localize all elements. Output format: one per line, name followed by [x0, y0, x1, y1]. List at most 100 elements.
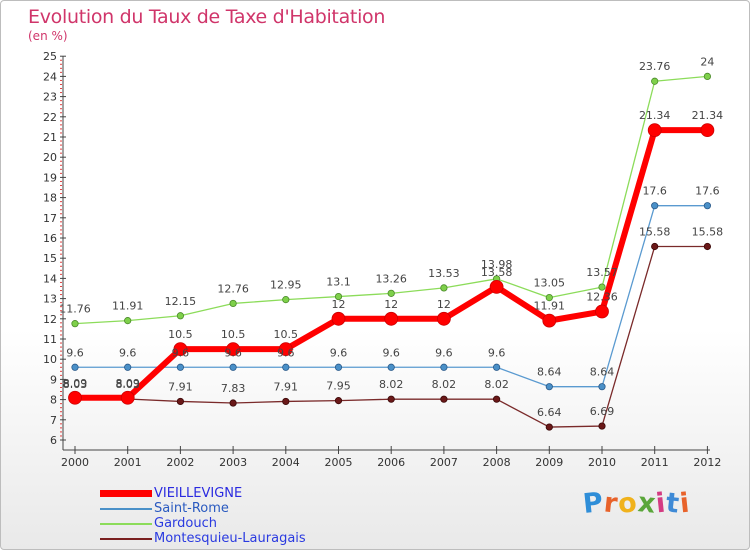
legend-label: Gardouch: [154, 516, 217, 531]
data-point: [703, 242, 712, 251]
data-label: 12: [384, 298, 398, 311]
data-point: [278, 342, 293, 357]
y-tick-label: 22: [43, 111, 57, 124]
data-point: [331, 311, 346, 326]
data-label: 12.15: [165, 295, 197, 308]
x-tick-label: 2002: [166, 456, 194, 469]
data-label: 8.09: [115, 377, 140, 390]
x-tick-label: 2000: [61, 456, 89, 469]
data-point: [229, 363, 237, 371]
data-label: 8.02: [484, 378, 509, 391]
data-point: [651, 242, 659, 251]
x-tick-label: 2001: [114, 456, 142, 469]
data-point: [387, 363, 395, 371]
data-point: [387, 289, 395, 297]
data-point: [68, 390, 82, 405]
data-point: [545, 423, 553, 431]
x-tick-label: 2010: [588, 456, 616, 469]
x-tick-label: 2012: [693, 456, 721, 469]
data-point: [282, 397, 290, 406]
data-label: 11.91: [534, 300, 566, 313]
data-point: [651, 77, 659, 85]
data-label: 8.02: [432, 378, 457, 391]
data-point: [492, 363, 501, 371]
data-label: 8.64: [590, 366, 615, 379]
y-tick-label: 19: [43, 171, 57, 184]
legend-swatch: [100, 507, 152, 510]
data-label: 17.6: [695, 185, 720, 198]
data-point: [229, 299, 237, 308]
data-label: 7.91: [168, 380, 193, 393]
data-point: [545, 293, 553, 302]
data-label: 8.02: [379, 378, 404, 391]
series-layer: [68, 72, 715, 431]
x-tick-label: 2008: [483, 456, 511, 469]
data-point: [176, 312, 184, 320]
data-label: 7.83: [221, 382, 246, 395]
legend-swatch: [100, 522, 152, 525]
chart-axes: 6 7 8 9 10 11 12 13 14 15 16 17 18 19 20 21 22 23 24 25 2000…: [43, 50, 721, 469]
data-point: [124, 317, 132, 325]
legend-label: Montesquieu-Lauragais: [154, 531, 306, 546]
y-tick-label: 7: [50, 414, 57, 427]
data-label: 8.64: [537, 366, 562, 379]
data-point: [176, 363, 184, 371]
chart-title: Evolution du Taux de Taxe d'Habitation: [28, 6, 386, 28]
data-point: [436, 311, 451, 326]
data-point: [595, 304, 609, 319]
data-point: [282, 296, 290, 304]
legend-swatch: [100, 537, 152, 540]
y-tick-label: 12: [43, 313, 57, 326]
data-point: [492, 395, 501, 403]
data-label: 11.91: [112, 300, 144, 313]
data-point: [120, 390, 135, 405]
data-label: 9.6: [382, 346, 400, 359]
y-tick-label: 14: [43, 272, 57, 285]
data-point: [703, 72, 712, 81]
y-tick-label: 6: [50, 434, 57, 447]
y-tick-label: 23: [43, 91, 57, 104]
data-point: [703, 202, 712, 210]
data-label: 13.58: [481, 266, 513, 279]
data-label: 12: [437, 298, 451, 311]
data-label: 8.09: [63, 377, 88, 390]
logo-letter: i: [678, 487, 693, 520]
data-label: 9.6: [66, 346, 84, 359]
data-point: [700, 123, 715, 138]
data-point: [387, 395, 395, 403]
data-label: 9.6: [435, 346, 453, 359]
data-point: [545, 383, 553, 391]
data-label: 13.53: [428, 267, 460, 280]
data-point: [173, 342, 188, 357]
data-point: [651, 202, 659, 210]
data-label: 15.58: [692, 225, 724, 238]
data-point: [229, 399, 237, 407]
x-tick-label: 2004: [272, 456, 300, 469]
data-label: 9.6: [330, 346, 348, 359]
data-label: 12.95: [270, 279, 302, 292]
data-point: [282, 363, 290, 371]
data-point: [598, 283, 606, 291]
data-labels-layer: 8.09 8.09 10.5 10.5 10.5 12 12 12 13.58 11.91 12.3…: [59, 55, 723, 419]
data-point: [71, 320, 79, 328]
data-point: [334, 397, 343, 405]
data-point: [124, 363, 132, 371]
data-label: 10.5: [221, 328, 246, 341]
data-label: 13.05: [534, 277, 566, 290]
x-tick-label: 2003: [219, 456, 247, 469]
y-tick-label: 17: [43, 212, 57, 225]
data-label: 17.6: [642, 185, 667, 198]
chart-subtitle: (en %): [28, 29, 68, 43]
proxiti-logo: Proxiti: [581, 487, 693, 520]
data-label: 9.6: [224, 346, 242, 359]
y-tick-label: 13: [43, 293, 57, 306]
data-point: [176, 397, 184, 406]
legend-swatch: [100, 490, 152, 497]
data-point: [440, 284, 448, 292]
data-label: 10.5: [168, 328, 193, 341]
data-label: 12.76: [217, 282, 249, 295]
data-point: [226, 342, 241, 357]
data-label: 13.1: [326, 276, 351, 289]
